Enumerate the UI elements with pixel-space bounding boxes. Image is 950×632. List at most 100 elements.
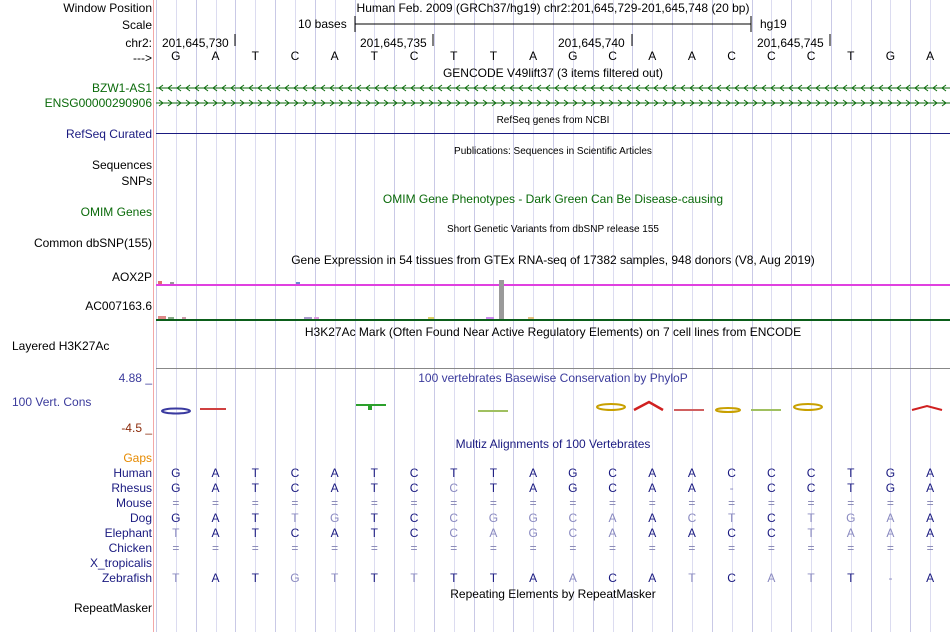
refseq-curated-label[interactable]: RefSeq Curated	[65, 127, 152, 141]
aligned-base: A	[211, 511, 220, 525]
aligned-base: A	[211, 466, 220, 480]
gtex-track-title[interactable]: Gene Expression in 54 tissues from GTEx …	[291, 253, 815, 267]
aligned-base: A	[648, 481, 657, 495]
repeatmasker-label[interactable]: RepeatMasker	[73, 601, 152, 615]
multiz-track-title[interactable]: Multiz Alignments of 100 Vertebrates	[455, 437, 651, 451]
aligned-base: A	[330, 526, 339, 540]
bzw1-as1-gene[interactable]	[156, 82, 950, 94]
species-label-dog[interactable]: Dog	[129, 511, 152, 525]
repeatmasker-track-title[interactable]: Repeating Elements by RepeatMasker	[450, 587, 656, 601]
species-label-human[interactable]: Human	[113, 466, 152, 480]
aligned-base: G	[568, 466, 578, 480]
aligned-base: =	[926, 496, 934, 510]
aligned-base: =	[331, 496, 339, 510]
aligned-base: G	[885, 466, 896, 480]
base-15: C	[727, 49, 736, 63]
aligned-base: G	[568, 481, 578, 495]
refseq-track-title[interactable]: RefSeq genes from NCBI	[496, 115, 610, 126]
aligned-base: A	[529, 466, 538, 480]
base-14: A	[687, 49, 696, 63]
bzw1-as1-label[interactable]: BZW1-AS1	[91, 81, 152, 95]
base-20: A	[926, 49, 935, 63]
aligned-base: =	[688, 541, 696, 555]
species-label-elephant[interactable]: Elephant	[104, 526, 152, 540]
scale-label: Scale	[121, 18, 152, 32]
base-18: T	[847, 49, 855, 63]
alignment-row-chicken: = = = = = = = = = = = = = = = = = = = =	[156, 541, 950, 555]
aligned-base: G	[528, 526, 538, 540]
species-label-rhesus[interactable]: Rhesus	[111, 481, 152, 495]
gaps-label[interactable]: Gaps	[123, 451, 152, 465]
coord-tick-1: 201,645,730	[162, 36, 229, 50]
aligned-base: C	[290, 481, 300, 495]
base-4: C	[290, 49, 300, 63]
aligned-base: =	[728, 541, 736, 555]
dbsnp-track-title[interactable]: Short Genetic Variants from dbSNP releas…	[447, 224, 659, 235]
species-label-chicken[interactable]: Chicken	[108, 541, 152, 555]
sequences-label[interactable]: Sequences	[91, 158, 152, 172]
phylop-track-title[interactable]: 100 vertebrates Basewise Conservation by…	[418, 371, 688, 385]
alignment-row-x_tropicalis	[156, 556, 950, 570]
aligned-base: A	[529, 481, 538, 495]
aligned-base: C	[806, 481, 816, 495]
aox2p-label[interactable]: AOX2P	[111, 270, 152, 284]
phylop-label[interactable]: 100 Vert. Cons	[12, 395, 92, 409]
aligned-base: C	[727, 466, 736, 480]
base-grid	[156, 0, 931, 632]
base-6: T	[370, 49, 379, 63]
aligned-base: =	[489, 496, 497, 510]
aligned-base: T	[291, 511, 299, 525]
aligned-base: C	[767, 466, 776, 480]
aligned-base: A	[926, 571, 935, 585]
aligned-base: A	[846, 526, 855, 540]
aligned-base: A	[886, 511, 895, 525]
dbsnp-label[interactable]: Common dbSNP(155)	[33, 236, 152, 250]
omim-genes-label[interactable]: OMIM Genes	[80, 205, 152, 219]
base-2: A	[211, 49, 220, 63]
ensg-gene[interactable]	[156, 97, 950, 109]
base-13: A	[648, 49, 657, 63]
aligned-base: G	[329, 511, 340, 525]
coord-tick-4: 201,645,745	[757, 36, 824, 50]
h3k27ac-label[interactable]: Layered H3K27Ac	[12, 339, 110, 353]
scale-bar	[354, 16, 752, 32]
gencode-track-title[interactable]: GENCODE V49lift37 (3 items filtered out)	[442, 66, 664, 80]
aligned-base: T	[330, 571, 339, 585]
aligned-base: A	[767, 571, 776, 585]
aligned-base: C	[290, 466, 300, 480]
aligned-base: T	[370, 481, 379, 495]
snps-label[interactable]: SNPs	[121, 174, 152, 188]
aligned-base: T	[251, 526, 259, 540]
aligned-base: =	[529, 496, 537, 510]
omim-track-title[interactable]: OMIM Gene Phenotypes - Dark Green Can Be…	[382, 192, 724, 206]
strand-arrow[interactable]: --->	[133, 51, 152, 65]
aligned-base: =	[251, 496, 259, 510]
gtex-expression-bars[interactable]	[156, 272, 950, 322]
species-label-zebrafish[interactable]: Zebrafish	[101, 571, 152, 585]
aligned-base: C	[449, 526, 459, 540]
phylop-logo[interactable]	[156, 400, 950, 416]
species-label-mouse[interactable]: Mouse	[115, 496, 152, 510]
aligned-base: T	[450, 466, 458, 480]
ensg-label[interactable]: ENSG00000290906	[44, 96, 152, 110]
aligned-base: T	[847, 481, 855, 495]
aligned-base: T	[847, 571, 855, 585]
refseq-gene-line[interactable]	[156, 133, 950, 134]
h3k27ac-track-title[interactable]: H3K27Ac Mark (Often Found Near Active Re…	[304, 325, 802, 339]
aligned-base: A	[648, 511, 657, 525]
phylop-max-label: 4.88 _	[118, 371, 152, 385]
aligned-base: T	[807, 571, 815, 585]
aligned-base: C	[687, 511, 697, 525]
ac007163-label[interactable]: AC007163.6	[85, 299, 152, 313]
aligned-base: T	[489, 571, 498, 585]
aligned-base: C	[409, 511, 419, 525]
aligned-base: =	[410, 496, 418, 510]
window-position-label: Window Position	[63, 1, 152, 15]
left-margin-guideline	[153, 0, 154, 632]
publications-track-title[interactable]: Publications: Sequences in Scientific Ar…	[454, 146, 652, 157]
aligned-base: =	[410, 541, 418, 555]
base-11: G	[568, 49, 578, 63]
species-label-x_tropicalis[interactable]: X_tropicalis	[89, 556, 152, 570]
aligned-base: A	[926, 526, 935, 540]
